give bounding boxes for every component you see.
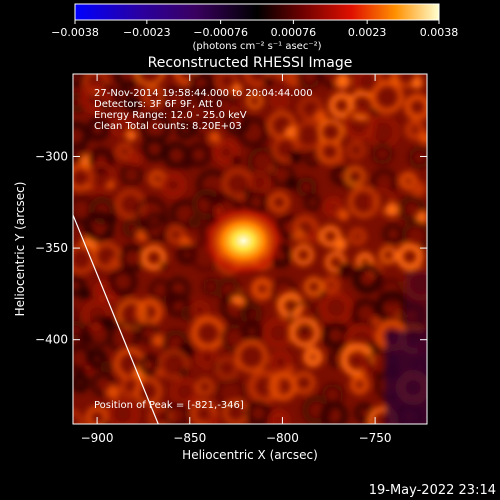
info-line: Energy Range: 12.0 - 25.0 keV bbox=[94, 110, 247, 121]
colorbar-tick-label: −0.00076 bbox=[193, 26, 248, 39]
colorbar-tick-label: 0.00076 bbox=[271, 26, 317, 39]
info-block: 27-Nov-2014 19:58:44.000 to 20:04:44.000… bbox=[94, 88, 313, 132]
y-axis: −300 −350 −400 bbox=[35, 149, 427, 347]
colorbar-tick-label: 0.0038 bbox=[420, 26, 459, 39]
peak-source bbox=[201, 204, 286, 277]
peak-position-label: Position of Peak = [-821,-346] bbox=[94, 400, 244, 411]
solar-limb-line bbox=[73, 214, 159, 424]
info-line: Clean Total counts: 8.20E+03 bbox=[94, 121, 242, 132]
x-axis-label: Heliocentric X (arcsec) bbox=[182, 448, 318, 462]
colorbar-unit-label: (photons cm⁻² s⁻¹ asec⁻²) bbox=[192, 41, 321, 52]
x-tick-label: −750 bbox=[359, 431, 392, 445]
y-tick-label: −400 bbox=[35, 333, 68, 347]
info-line: 27-Nov-2014 19:58:44.000 to 20:04:44.000 bbox=[94, 88, 313, 99]
colorbar-tick-label: −0.0038 bbox=[51, 26, 99, 39]
colorbar-ticks: −0.0038 −0.0023 −0.00076 0.00076 0.0023 0.003… bbox=[51, 20, 458, 39]
x-tick-label: −800 bbox=[266, 431, 299, 445]
heatmap-image bbox=[73, 74, 427, 424]
y-tick-label: −350 bbox=[35, 241, 68, 255]
x-tick-label: −850 bbox=[173, 431, 206, 445]
plot-frame bbox=[72, 73, 428, 425]
y-axis-label: Heliocentric Y (arcsec) bbox=[13, 182, 27, 317]
chart-title: Reconstructed RHESSI Image bbox=[148, 55, 353, 71]
colorbar-tick-label: −0.0023 bbox=[123, 26, 171, 39]
info-line: Detectors: 3F 6F 9F, Att 0 bbox=[94, 99, 222, 110]
footer-date: 19-May-2022 23:14 bbox=[369, 483, 496, 498]
colorbar bbox=[74, 3, 440, 21]
colorbar-tick-label: 0.0023 bbox=[348, 26, 387, 39]
x-axis: −900 −850 −800 −750 bbox=[81, 74, 392, 445]
x-tick-label: −900 bbox=[81, 431, 114, 445]
y-tick-label: −300 bbox=[35, 149, 68, 163]
